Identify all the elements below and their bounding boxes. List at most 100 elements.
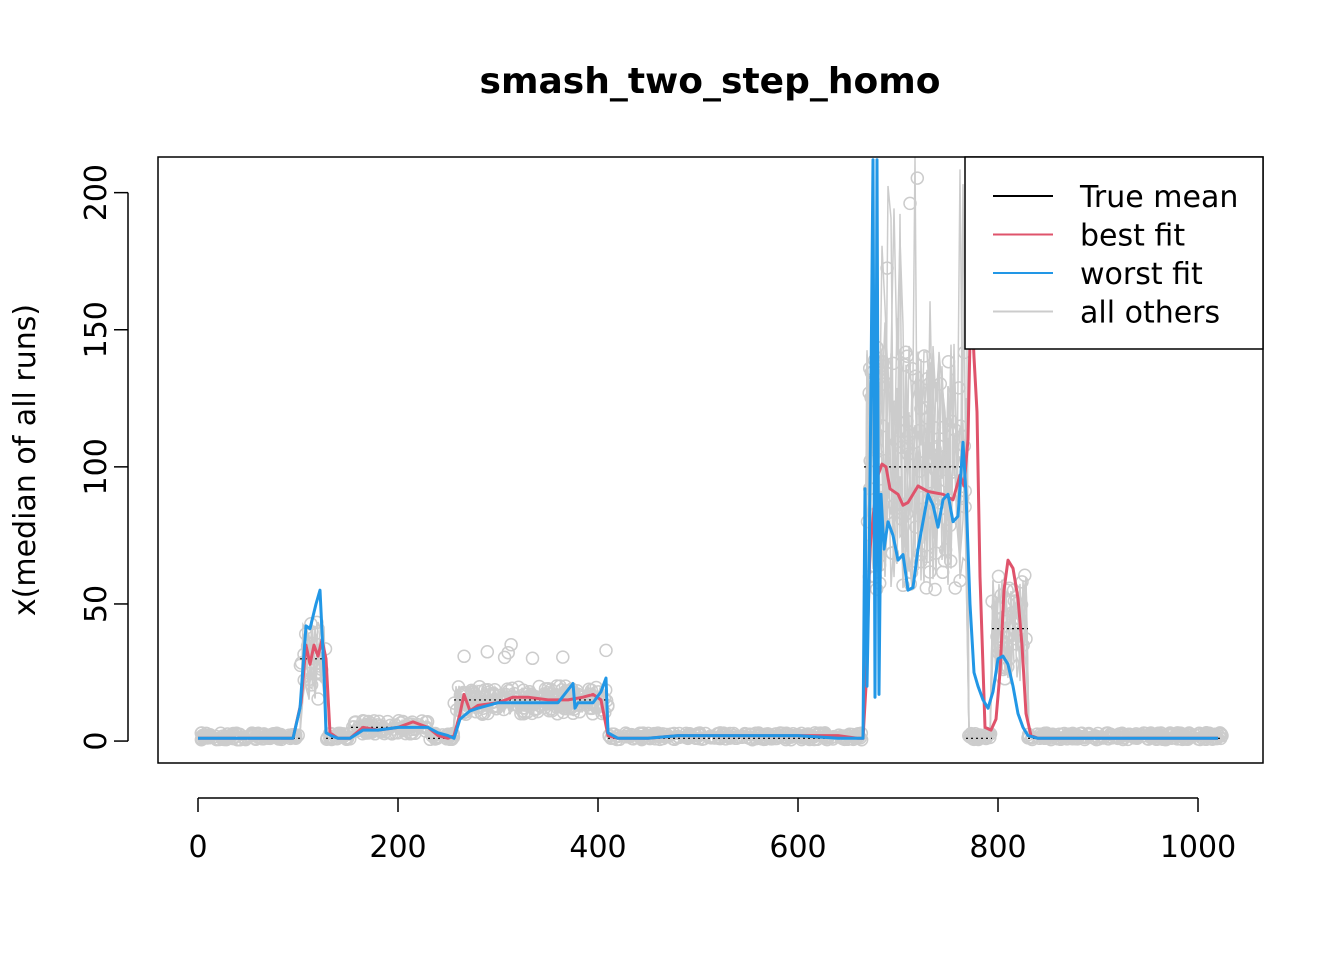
other-run-point [311,692,325,706]
other-run-point [1088,729,1102,743]
other-run-point [919,581,934,595]
other-run-point [504,637,518,652]
y-axis: 0 50 100 150 200 [79,164,129,751]
other-run-point [1018,568,1032,583]
other-run-point [914,401,928,416]
y-tick-label: 200 [79,164,114,221]
other-run-point [880,261,894,275]
other-run-point [910,171,925,185]
other-run-point [994,588,1009,602]
other-run-point [465,685,480,699]
x-tick-label: 0 [188,830,207,865]
y-tick-label: 100 [79,438,114,495]
other-run-point [938,543,953,557]
other-run-point [726,726,741,741]
other-run-point [517,705,532,719]
other-run-point [599,643,613,658]
x-tick-label: 200 [369,830,426,865]
y-axis-label-text: x(median of all runs) [8,304,43,616]
legend-box [964,156,1264,350]
x-tick-label: 1000 [1160,830,1236,865]
other-run-point [532,679,546,694]
other-run-point [979,731,993,745]
plot-frame [157,156,1264,764]
other-run-point [929,448,944,462]
other-run-point [896,578,910,593]
other-run-point [888,497,902,512]
y-tick-label: 0 [79,732,114,751]
other-run-point [556,705,571,720]
best-fit-line [198,287,1218,740]
legend-label: all others [1080,296,1220,331]
other-run-point [941,354,956,369]
other-run-point [249,729,264,744]
other-run-point [953,419,968,433]
other-run-point [912,423,927,438]
other-run-point [952,381,966,395]
other-run-point [903,196,917,211]
other-run-point [550,707,565,721]
other-run-point [943,554,958,568]
other-run-point [927,421,942,435]
other-run-point [619,729,633,744]
other-run-point [923,565,937,579]
y-tick-label: 150 [79,301,114,358]
other-run-point [943,518,957,533]
other-run-point [932,439,946,453]
other-run-point [755,732,769,746]
legend-label: worst fit [1080,257,1203,292]
other-run-point [1006,583,1021,598]
true-mean-series [198,466,1222,739]
other-run-point [659,727,674,742]
other-run-point [955,491,970,506]
worst-fit-line [198,158,1218,740]
other-run-point [624,728,639,743]
other-run-point [1208,727,1223,742]
other-run-point [933,377,948,391]
other-run-point [383,726,398,740]
other-run-point [651,726,665,740]
other-run-point [928,442,942,456]
other-run-point [998,614,1012,629]
other-run-point [447,696,461,710]
other-run-point [896,424,910,439]
other-run-point [633,729,647,744]
other-run-point [920,549,934,564]
other-run-point [886,356,900,371]
other-run-point [889,435,904,449]
best-fit-series [198,287,1218,740]
x-tick-label: 800 [969,830,1026,865]
other-run-point [913,547,927,561]
worst-fit-series [198,158,1218,740]
other-run-point [888,400,903,415]
other-run-point [991,569,1006,584]
other-run-point [480,645,495,659]
other-run-point [894,512,909,526]
other-run-point [203,728,217,742]
other-run-point [501,645,515,660]
x-axis: 0 200 400 600 800 1000 [188,797,1236,865]
other-run-point [525,651,540,666]
other-run-point [944,465,959,480]
other-run-point [928,582,942,597]
other-run-point [457,649,471,664]
other-run-point [905,361,920,376]
other-run-point [953,573,967,588]
other-run-point [935,565,950,580]
other-run-point [693,726,707,740]
x-tick-label: 400 [569,830,626,865]
other-run-point [920,372,934,386]
other-run-point [1129,727,1143,741]
other-run-point [556,650,570,664]
other-run-point [266,729,280,744]
other-run-point [900,349,914,363]
other-run-point [917,349,931,363]
legend-label: True mean [1079,180,1238,215]
y-tick-label: 50 [79,585,114,623]
y-axis-label: x(median of all runs) [8,304,43,616]
other-run-line [197,351,1222,741]
other-run-point [308,667,322,681]
other-run-point [480,685,495,700]
other-run-point [885,546,900,560]
